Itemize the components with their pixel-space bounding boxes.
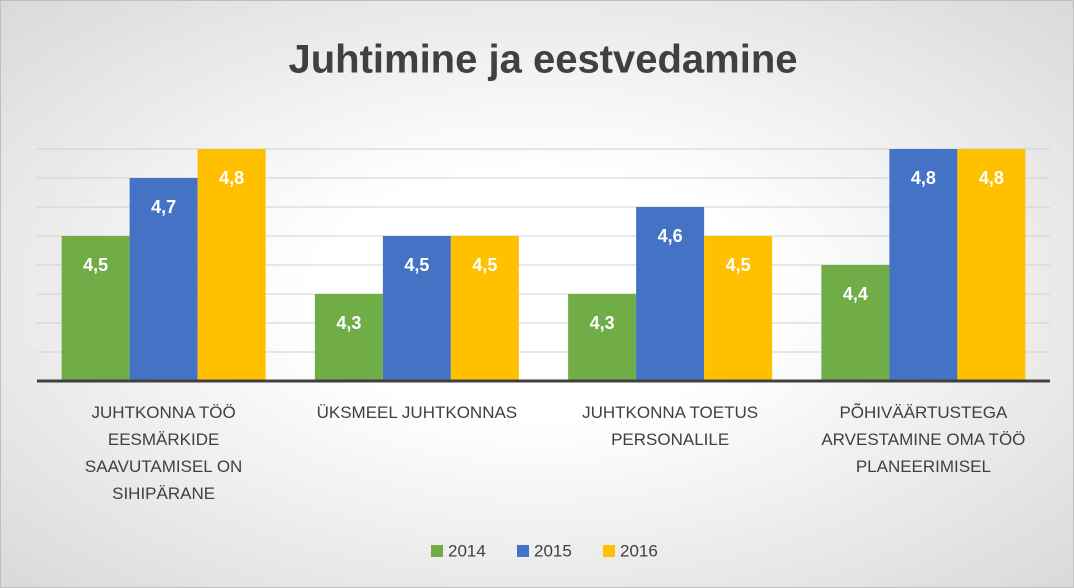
data-label: 4,8	[911, 168, 936, 188]
bar	[957, 149, 1026, 381]
bar	[636, 207, 705, 381]
legend-swatch	[517, 545, 529, 557]
chart-title: Juhtimine ja eestvedamine	[288, 38, 797, 82]
data-label: 4,5	[83, 255, 108, 275]
bar	[450, 236, 519, 381]
legend-swatch	[431, 545, 443, 557]
bar	[314, 294, 383, 381]
legend-swatch	[603, 545, 615, 557]
data-label: 4,3	[336, 313, 361, 333]
bar	[61, 236, 130, 381]
legend-label: 2016	[620, 541, 658, 560]
legend-label: 2015	[534, 541, 572, 560]
bar	[821, 265, 890, 381]
data-label: 4,6	[658, 226, 683, 246]
x-tick-label: JUHTKONNA TÖÖ EESMÄRKIDE SAAVUTAMISEL ON…	[84, 403, 243, 503]
data-label: 4,5	[404, 255, 429, 275]
bar	[568, 294, 637, 381]
x-tick-label: ÜKSMEEL JUHTKONNAS	[316, 403, 518, 422]
bar	[197, 149, 266, 381]
data-label: 4,7	[151, 197, 176, 217]
data-label: 4,8	[219, 168, 244, 188]
bar	[382, 236, 451, 381]
legend-label: 2014	[448, 541, 486, 560]
x-tick-label: JUHTKONNA TOETUS PERSONALILE	[582, 403, 759, 449]
data-label: 4,8	[979, 168, 1004, 188]
bar	[704, 236, 773, 381]
x-tick-label: PÕHIVÄÄRTUSTEGA ARVESTAMINE OMA TÖÖ PLAN…	[821, 403, 1026, 476]
data-label: 4,5	[472, 255, 497, 275]
data-label: 4,5	[726, 255, 751, 275]
data-label: 4,4	[843, 284, 868, 304]
bar	[129, 178, 198, 381]
data-label: 4,3	[590, 313, 615, 333]
bar	[889, 149, 958, 381]
